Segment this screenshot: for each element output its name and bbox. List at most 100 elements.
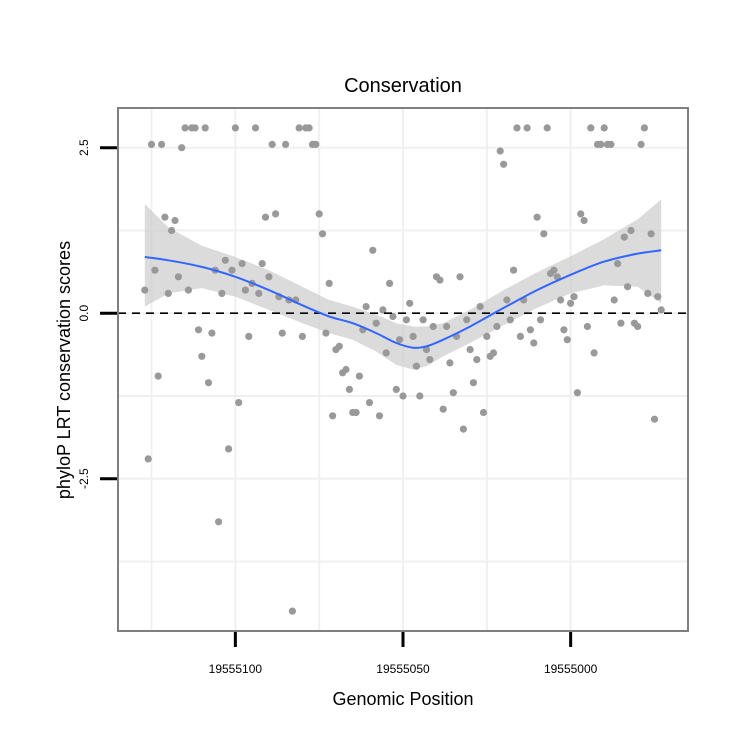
- data-point: [422, 346, 431, 354]
- data-point: [550, 266, 558, 274]
- data-point: [298, 332, 306, 340]
- data-point: [325, 279, 333, 287]
- data-point: [570, 293, 578, 301]
- data-point: [164, 289, 172, 297]
- data-point: [503, 296, 511, 304]
- data-point: [402, 316, 410, 324]
- smooth-trend-line: [144, 249, 662, 349]
- data-point: [654, 293, 662, 301]
- data-point: [261, 213, 270, 221]
- data-point: [587, 124, 595, 132]
- data-point: [637, 140, 645, 148]
- data-point: [496, 147, 504, 155]
- data-point: [614, 260, 622, 268]
- data-point: [141, 286, 149, 294]
- data-point: [657, 306, 665, 314]
- data-point: [567, 299, 575, 307]
- data-point: [476, 303, 484, 311]
- data-point: [178, 144, 186, 152]
- data-point: [352, 408, 360, 417]
- data-point: [235, 399, 243, 407]
- data-point: [201, 124, 209, 132]
- y-tick-label-3: 2.5: [77, 139, 91, 156]
- data-point: [342, 365, 350, 374]
- data-point: [392, 385, 400, 393]
- data-point: [184, 286, 192, 294]
- data-point: [459, 425, 467, 433]
- data-point: [288, 607, 296, 615]
- data-point: [161, 213, 169, 221]
- data-point: [600, 124, 608, 132]
- data-point: [429, 322, 437, 331]
- data-point: [174, 273, 182, 281]
- data-point: [647, 230, 655, 238]
- data-point: [563, 336, 571, 344]
- data-point: [590, 349, 598, 357]
- data-point: [523, 124, 531, 132]
- data-point: [154, 372, 162, 380]
- data-point: [536, 316, 545, 324]
- y-tick-label-2: 0.0: [77, 305, 91, 322]
- data-point: [412, 362, 420, 370]
- data-point: [345, 385, 353, 393]
- data-point: [272, 210, 280, 218]
- data-point: [151, 266, 159, 274]
- data-point: [208, 329, 216, 337]
- data-point: [194, 326, 203, 334]
- data-point: [245, 332, 253, 340]
- y-tick-label-1: -2.5: [77, 468, 91, 489]
- data-point: [416, 392, 424, 400]
- data-point: [530, 339, 538, 347]
- data-point: [228, 266, 236, 274]
- data-point: [597, 140, 605, 148]
- data-point: [181, 124, 189, 132]
- data-point: [255, 289, 263, 297]
- data-point: [443, 322, 451, 331]
- data-point: [650, 415, 659, 423]
- data-point: [386, 279, 394, 287]
- data-point: [335, 342, 343, 350]
- data-point: [493, 322, 501, 331]
- data-point: [399, 392, 407, 400]
- data-point: [463, 316, 471, 324]
- data-point: [627, 226, 635, 235]
- data-point: [365, 399, 374, 407]
- data-point: [469, 379, 477, 387]
- data-point: [251, 124, 260, 132]
- data-point: [513, 124, 521, 132]
- data-point: [483, 332, 491, 340]
- data-point: [583, 322, 592, 331]
- data-point: [322, 329, 330, 337]
- data-point: [329, 412, 337, 420]
- x-axis-title: Genomic Position: [332, 689, 473, 709]
- panel-border: [117, 107, 689, 632]
- data-point: [406, 299, 414, 307]
- data-point: [171, 216, 179, 225]
- data-point: [620, 233, 628, 241]
- x-tick-label-2: 19555050: [376, 662, 430, 676]
- x-tick-label-1: 19555100: [209, 662, 263, 676]
- data-point: [557, 296, 565, 304]
- data-point: [446, 359, 454, 367]
- data-point: [282, 140, 290, 148]
- data-point: [265, 273, 273, 281]
- data-point: [436, 276, 444, 284]
- data-point: [295, 124, 303, 132]
- data-point: [479, 408, 488, 417]
- data-point: [553, 273, 561, 281]
- data-point: [312, 140, 320, 148]
- data-point: [610, 296, 618, 304]
- data-point: [456, 273, 464, 281]
- data-point: [362, 303, 370, 311]
- data-point: [396, 336, 404, 344]
- data-point: [355, 372, 363, 380]
- data-point: [241, 286, 249, 294]
- data-point: [580, 216, 588, 225]
- data-point: [560, 326, 568, 334]
- data-point: [168, 226, 176, 235]
- data-point: [617, 319, 625, 327]
- data-point: [573, 389, 582, 397]
- data-point: [375, 412, 384, 420]
- data-points: [141, 124, 665, 615]
